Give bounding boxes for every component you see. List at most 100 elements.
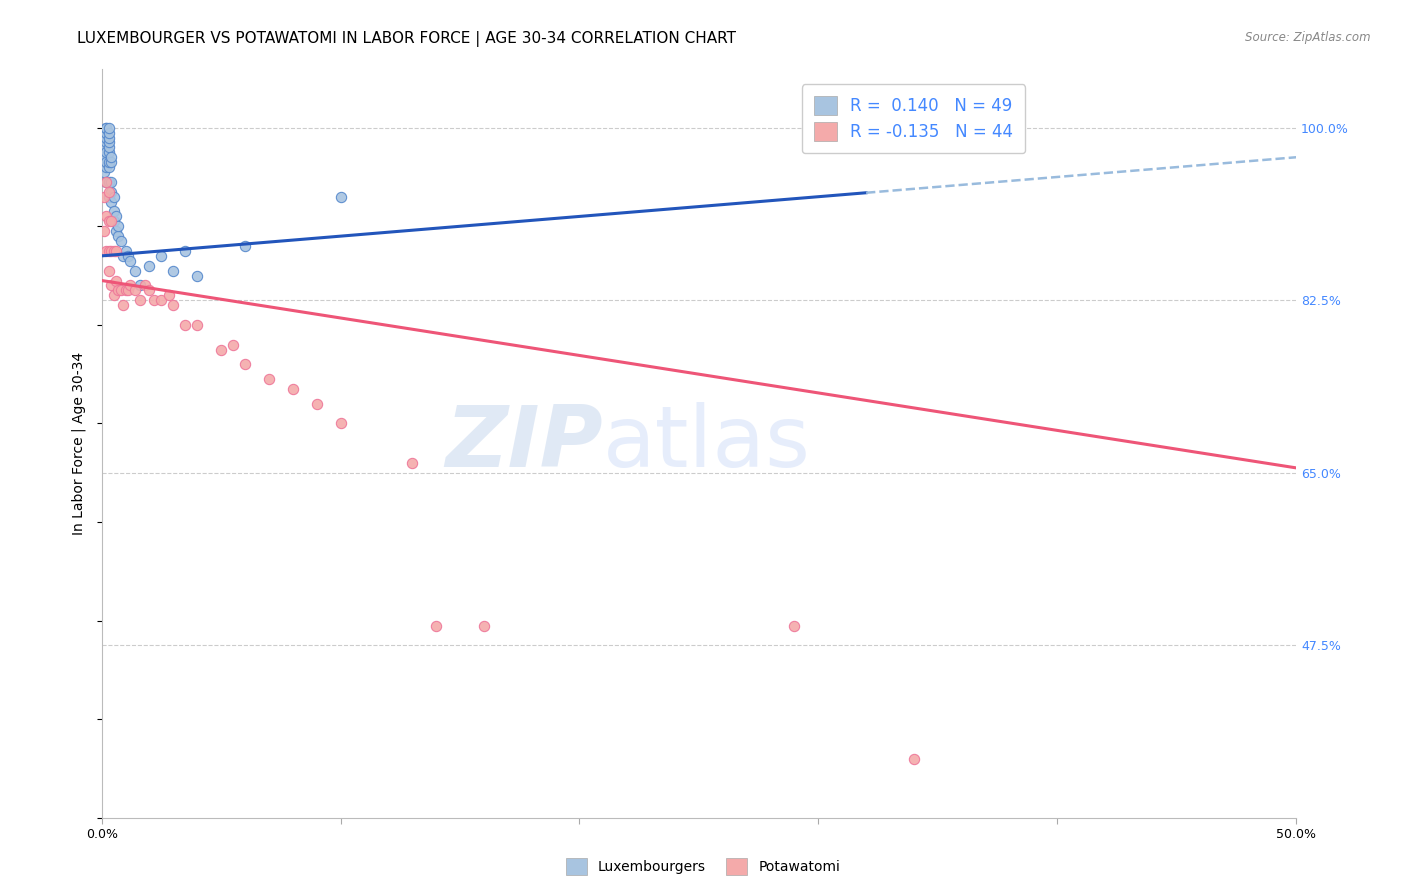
Point: [93, 140, 115, 154]
Point: [97, 130, 120, 145]
Point: [186, 318, 208, 332]
Point: [174, 244, 197, 258]
Legend: Luxembourgers, Potawatomi: Luxembourgers, Potawatomi: [560, 853, 846, 880]
Point: [233, 357, 256, 371]
Point: [129, 293, 152, 308]
Point: [401, 456, 423, 470]
Point: [97, 155, 120, 169]
Point: [97, 140, 120, 154]
Point: [143, 293, 166, 308]
Point: [96, 120, 118, 135]
Point: [107, 219, 129, 234]
Point: [96, 160, 118, 174]
Point: [117, 249, 139, 263]
Point: [103, 214, 125, 228]
Point: [97, 136, 120, 150]
Point: [103, 288, 125, 302]
Point: [150, 293, 173, 308]
Point: [97, 190, 120, 204]
Point: [157, 288, 180, 302]
Point: [97, 120, 120, 135]
Point: [93, 190, 115, 204]
Point: [96, 244, 118, 258]
Point: [100, 214, 122, 228]
Point: [100, 185, 122, 199]
Point: [96, 126, 118, 140]
Point: [110, 284, 132, 298]
Point: [96, 175, 118, 189]
Point: [103, 190, 125, 204]
Point: [138, 284, 160, 298]
Point: [114, 244, 136, 258]
Point: [96, 175, 118, 189]
Point: [329, 190, 352, 204]
Point: [124, 263, 146, 277]
Legend: R =  0.140   N = 49, R = -0.135   N = 44: R = 0.140 N = 49, R = -0.135 N = 44: [801, 85, 1025, 153]
Point: [305, 397, 328, 411]
Point: [97, 244, 120, 258]
Point: [103, 204, 125, 219]
Point: [257, 372, 280, 386]
Point: [96, 155, 118, 169]
Point: [150, 249, 173, 263]
Point: [114, 284, 136, 298]
Point: [110, 234, 132, 248]
Point: [100, 155, 122, 169]
Point: [120, 253, 142, 268]
Point: [174, 318, 197, 332]
Point: [209, 343, 232, 357]
Point: [97, 126, 120, 140]
Point: [100, 150, 122, 164]
Point: [105, 244, 128, 258]
Point: [97, 145, 120, 160]
Point: [117, 284, 139, 298]
Point: [903, 752, 925, 766]
Y-axis label: In Labor Force | Age 30-34: In Labor Force | Age 30-34: [72, 351, 86, 535]
Point: [97, 175, 120, 189]
Point: [93, 224, 115, 238]
Point: [100, 244, 122, 258]
Point: [96, 136, 118, 150]
Point: [134, 278, 156, 293]
Point: [112, 298, 135, 312]
Point: [233, 239, 256, 253]
Point: [97, 160, 120, 174]
Point: [472, 618, 495, 632]
Point: [120, 278, 142, 293]
Point: [100, 278, 122, 293]
Text: atlas: atlas: [603, 401, 811, 484]
Point: [93, 165, 115, 179]
Point: [425, 618, 447, 632]
Point: [107, 284, 129, 298]
Point: [105, 210, 128, 224]
Text: Source: ZipAtlas.com: Source: ZipAtlas.com: [1246, 31, 1371, 45]
Point: [162, 298, 184, 312]
Point: [96, 130, 118, 145]
Point: [93, 150, 115, 164]
Point: [112, 249, 135, 263]
Point: [162, 263, 184, 277]
Point: [96, 210, 118, 224]
Point: [138, 259, 160, 273]
Point: [783, 618, 806, 632]
Point: [103, 244, 125, 258]
Point: [96, 145, 118, 160]
Point: [93, 130, 115, 145]
Text: LUXEMBOURGER VS POTAWATOMI IN LABOR FORCE | AGE 30-34 CORRELATION CHART: LUXEMBOURGER VS POTAWATOMI IN LABOR FORC…: [77, 31, 737, 47]
Point: [186, 268, 208, 283]
Point: [107, 229, 129, 244]
Point: [329, 417, 352, 431]
Point: [96, 120, 118, 135]
Point: [100, 175, 122, 189]
Point: [124, 284, 146, 298]
Point: [97, 185, 120, 199]
Point: [105, 224, 128, 238]
Point: [97, 263, 120, 277]
Point: [222, 337, 245, 351]
Point: [100, 194, 122, 209]
Point: [129, 278, 152, 293]
Text: ZIP: ZIP: [446, 401, 603, 484]
Point: [281, 382, 304, 396]
Point: [97, 214, 120, 228]
Point: [105, 273, 128, 287]
